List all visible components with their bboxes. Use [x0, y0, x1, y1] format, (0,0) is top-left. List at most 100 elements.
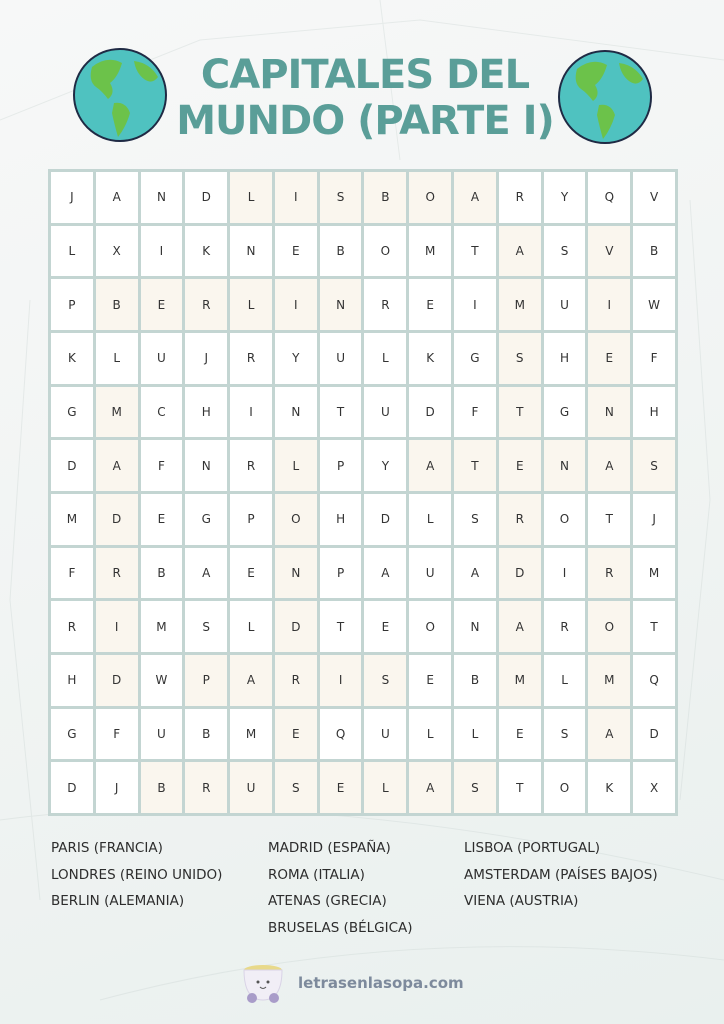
grid-cell[interactable]: E: [319, 762, 362, 813]
grid-cell[interactable]: E: [364, 601, 407, 652]
grid-cell[interactable]: U: [364, 708, 407, 760]
grid-cell[interactable]: G: [543, 386, 586, 438]
grid-cell[interactable]: Q: [633, 655, 675, 706]
grid-cell[interactable]: Y: [364, 440, 407, 491]
grid-cell[interactable]: T: [319, 601, 362, 652]
grid-cell[interactable]: S: [454, 494, 496, 545]
grid-cell[interactable]: T: [498, 386, 541, 438]
grid-cell[interactable]: S: [498, 333, 541, 384]
grid-cell[interactable]: U: [319, 333, 362, 384]
grid-cell[interactable]: Q: [319, 708, 362, 760]
grid-cell[interactable]: P: [230, 494, 272, 545]
grid-cell[interactable]: R: [230, 440, 272, 491]
grid-cell[interactable]: L: [230, 172, 272, 223]
grid-cell[interactable]: I: [454, 279, 496, 330]
grid-cell[interactable]: R: [498, 494, 541, 545]
grid-cell[interactable]: O: [409, 172, 452, 223]
grid-cell[interactable]: N: [588, 386, 631, 438]
grid-cell[interactable]: B: [633, 225, 675, 277]
grid-cell[interactable]: S: [543, 708, 586, 760]
grid-cell[interactable]: I: [319, 655, 362, 706]
grid-cell[interactable]: R: [51, 601, 93, 652]
grid-cell[interactable]: D: [95, 494, 138, 545]
grid-cell[interactable]: A: [498, 601, 541, 652]
grid-cell[interactable]: S: [543, 225, 586, 277]
grid-cell[interactable]: B: [185, 708, 228, 760]
grid-cell[interactable]: T: [319, 386, 362, 438]
grid-cell[interactable]: R: [230, 333, 272, 384]
grid-cell[interactable]: A: [454, 172, 496, 223]
grid-cell[interactable]: T: [454, 225, 496, 277]
grid-cell[interactable]: F: [95, 708, 138, 760]
grid-cell[interactable]: N: [274, 386, 317, 438]
grid-cell[interactable]: M: [498, 655, 541, 706]
grid-cell[interactable]: D: [409, 386, 452, 438]
grid-cell[interactable]: W: [140, 655, 183, 706]
grid-cell[interactable]: N: [140, 172, 183, 223]
grid-cell[interactable]: Y: [274, 333, 317, 384]
grid-cell[interactable]: W: [633, 279, 675, 330]
grid-cell[interactable]: K: [51, 333, 93, 384]
grid-cell[interactable]: F: [51, 547, 93, 599]
grid-cell[interactable]: T: [588, 494, 631, 545]
grid-cell[interactable]: L: [543, 655, 586, 706]
grid-cell[interactable]: E: [498, 708, 541, 760]
grid-cell[interactable]: P: [319, 547, 362, 599]
grid-cell[interactable]: V: [588, 225, 631, 277]
grid-cell[interactable]: V: [633, 172, 675, 223]
grid-cell[interactable]: T: [633, 601, 675, 652]
grid-cell[interactable]: L: [230, 601, 272, 652]
grid-cell[interactable]: F: [454, 386, 496, 438]
grid-cell[interactable]: D: [633, 708, 675, 760]
grid-cell[interactable]: A: [409, 440, 452, 491]
grid-cell[interactable]: J: [185, 333, 228, 384]
grid-cell[interactable]: O: [409, 601, 452, 652]
grid-cell[interactable]: O: [274, 494, 317, 545]
grid-cell[interactable]: U: [140, 708, 183, 760]
grid-cell[interactable]: E: [230, 547, 272, 599]
grid-cell[interactable]: R: [185, 279, 228, 330]
grid-cell[interactable]: G: [454, 333, 496, 384]
grid-cell[interactable]: D: [95, 655, 138, 706]
grid-cell[interactable]: E: [409, 655, 452, 706]
grid-cell[interactable]: N: [543, 440, 586, 491]
grid-cell[interactable]: L: [230, 279, 272, 330]
grid-cell[interactable]: M: [498, 279, 541, 330]
grid-cell[interactable]: L: [274, 440, 317, 491]
grid-cell[interactable]: L: [409, 708, 452, 760]
grid-cell[interactable]: I: [140, 225, 183, 277]
grid-cell[interactable]: L: [454, 708, 496, 760]
grid-cell[interactable]: G: [51, 386, 93, 438]
grid-cell[interactable]: T: [498, 762, 541, 813]
grid-cell[interactable]: H: [633, 386, 675, 438]
grid-cell[interactable]: I: [274, 279, 317, 330]
grid-cell[interactable]: D: [364, 494, 407, 545]
grid-cell[interactable]: D: [185, 172, 228, 223]
grid-cell[interactable]: B: [364, 172, 407, 223]
grid-cell[interactable]: J: [51, 172, 93, 223]
grid-cell[interactable]: O: [543, 762, 586, 813]
grid-cell[interactable]: K: [588, 762, 631, 813]
grid-cell[interactable]: R: [185, 762, 228, 813]
grid-cell[interactable]: A: [454, 547, 496, 599]
grid-cell[interactable]: R: [364, 279, 407, 330]
grid-cell[interactable]: D: [498, 547, 541, 599]
grid-cell[interactable]: E: [274, 708, 317, 760]
grid-cell[interactable]: I: [95, 601, 138, 652]
grid-cell[interactable]: Q: [588, 172, 631, 223]
grid-cell[interactable]: B: [95, 279, 138, 330]
grid-cell[interactable]: A: [95, 172, 138, 223]
grid-cell[interactable]: R: [498, 172, 541, 223]
site-link[interactable]: letrasenlasopa.com: [298, 974, 464, 992]
grid-cell[interactable]: S: [185, 601, 228, 652]
grid-cell[interactable]: E: [274, 225, 317, 277]
grid-cell[interactable]: P: [319, 440, 362, 491]
grid-cell[interactable]: L: [51, 225, 93, 277]
grid-cell[interactable]: A: [588, 708, 631, 760]
grid-cell[interactable]: U: [543, 279, 586, 330]
grid-cell[interactable]: P: [51, 279, 93, 330]
grid-cell[interactable]: R: [274, 655, 317, 706]
grid-cell[interactable]: D: [274, 601, 317, 652]
grid-cell[interactable]: O: [543, 494, 586, 545]
grid-cell[interactable]: M: [140, 601, 183, 652]
